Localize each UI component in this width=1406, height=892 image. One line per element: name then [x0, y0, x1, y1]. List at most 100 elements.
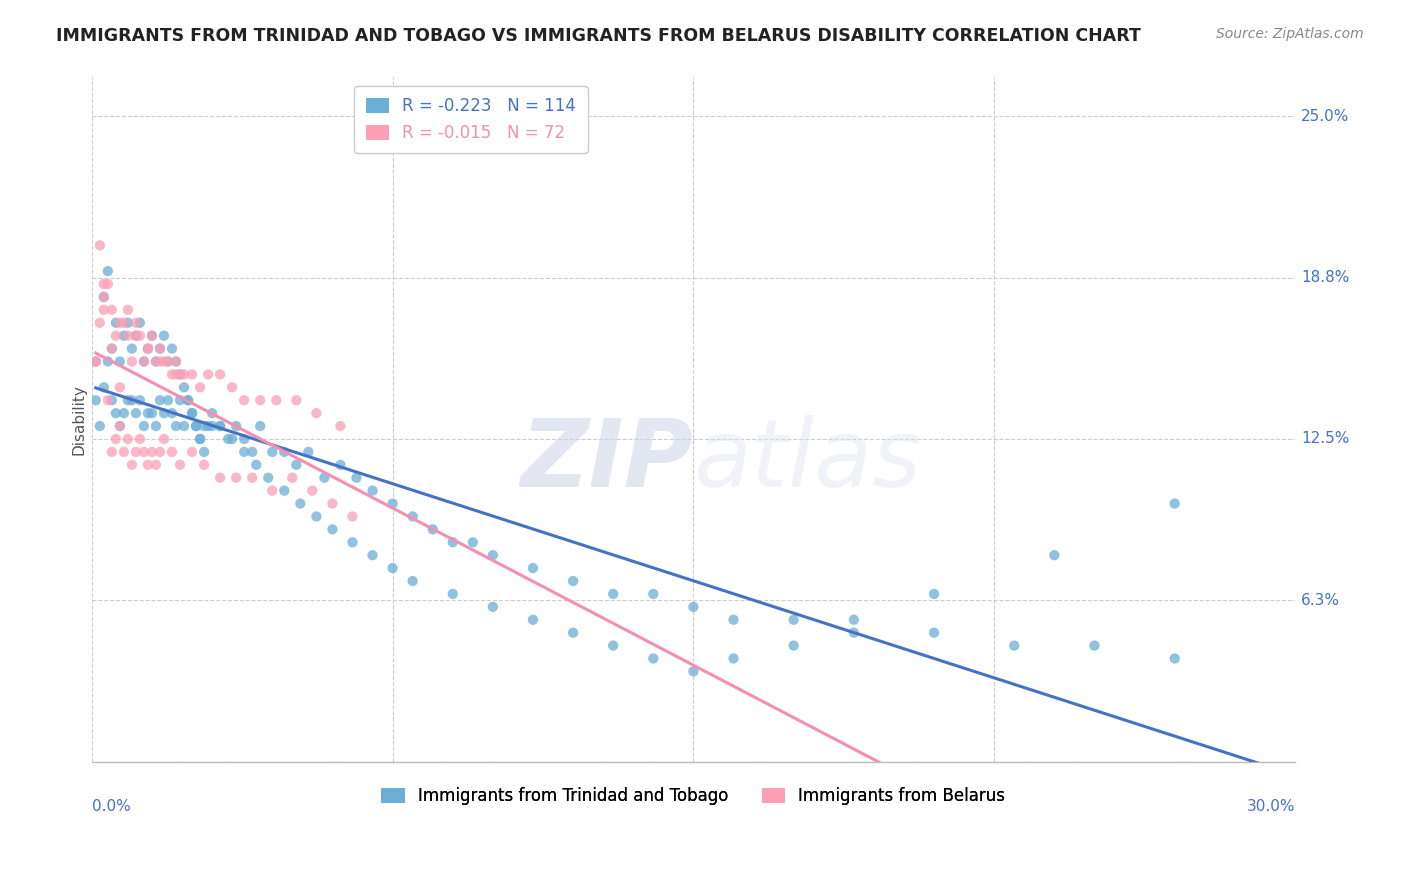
Point — [165, 368, 187, 382]
Point — [149, 342, 172, 356]
Point — [249, 393, 271, 408]
Point — [165, 419, 187, 434]
Point — [125, 328, 148, 343]
Point — [173, 368, 195, 382]
Point — [121, 354, 143, 368]
Point — [184, 419, 207, 434]
Point — [682, 665, 704, 679]
Point — [441, 587, 464, 601]
Point — [643, 587, 665, 601]
Point — [262, 445, 284, 459]
Point — [84, 354, 107, 368]
Point — [305, 406, 328, 420]
Point — [160, 342, 183, 356]
Point — [1002, 639, 1025, 653]
Text: IMMIGRANTS FROM TRINIDAD AND TOBAGO VS IMMIGRANTS FROM BELARUS DISABILITY CORREL: IMMIGRANTS FROM TRINIDAD AND TOBAGO VS I… — [56, 27, 1142, 45]
Point — [108, 316, 131, 330]
Point — [723, 613, 745, 627]
Point — [165, 354, 187, 368]
Point — [136, 458, 159, 472]
Point — [108, 419, 131, 434]
Point — [381, 561, 404, 575]
Point — [149, 445, 172, 459]
Point — [97, 354, 120, 368]
Point — [181, 406, 204, 420]
Point — [221, 432, 243, 446]
Point — [136, 406, 159, 420]
Point — [160, 445, 183, 459]
Point — [156, 354, 179, 368]
Text: Source: ZipAtlas.com: Source: ZipAtlas.com — [1216, 27, 1364, 41]
Point — [184, 419, 207, 434]
Point — [782, 613, 804, 627]
Point — [149, 354, 172, 368]
Point — [249, 419, 271, 434]
Point — [156, 393, 179, 408]
Point — [141, 445, 163, 459]
Point — [922, 625, 945, 640]
Point — [562, 574, 585, 588]
Point — [84, 354, 107, 368]
Point — [112, 328, 135, 343]
Point — [193, 419, 215, 434]
Point — [145, 419, 167, 434]
Point — [842, 613, 865, 627]
Point — [117, 393, 139, 408]
Text: 30.0%: 30.0% — [1247, 799, 1295, 814]
Point — [221, 380, 243, 394]
Point — [97, 264, 120, 278]
Point — [169, 368, 191, 382]
Point — [257, 471, 280, 485]
Point — [240, 471, 263, 485]
Text: 12.5%: 12.5% — [1301, 432, 1350, 447]
Point — [177, 393, 200, 408]
Point — [1163, 651, 1185, 665]
Point — [193, 445, 215, 459]
Point — [136, 342, 159, 356]
Point — [104, 316, 127, 330]
Point — [723, 651, 745, 665]
Point — [93, 380, 115, 394]
Text: 6.3%: 6.3% — [1301, 593, 1340, 607]
Text: atlas: atlas — [693, 415, 922, 506]
Point — [101, 342, 124, 356]
Point — [132, 445, 155, 459]
Point — [209, 419, 232, 434]
Point — [209, 471, 232, 485]
Point — [329, 458, 352, 472]
Point — [108, 354, 131, 368]
Point — [93, 290, 115, 304]
Point — [165, 354, 187, 368]
Point — [84, 393, 107, 408]
Point — [117, 302, 139, 317]
Point — [188, 432, 211, 446]
Point — [217, 432, 239, 446]
Point — [245, 458, 267, 472]
Point — [401, 574, 423, 588]
Point — [177, 393, 200, 408]
Point — [145, 354, 167, 368]
Point — [125, 316, 148, 330]
Point — [1163, 497, 1185, 511]
Point — [169, 458, 191, 472]
Point — [305, 509, 328, 524]
Point — [482, 548, 505, 562]
Point — [97, 277, 120, 291]
Point — [136, 342, 159, 356]
Point — [643, 651, 665, 665]
Point — [153, 432, 176, 446]
Point — [93, 302, 115, 317]
Point — [93, 290, 115, 304]
Point — [329, 419, 352, 434]
Point — [156, 354, 179, 368]
Y-axis label: Disability: Disability — [72, 384, 86, 455]
Point — [132, 354, 155, 368]
Point — [153, 406, 176, 420]
Point — [117, 328, 139, 343]
Point — [602, 639, 624, 653]
Point — [160, 406, 183, 420]
Point — [108, 419, 131, 434]
Point — [285, 393, 308, 408]
Point — [169, 393, 191, 408]
Point — [281, 471, 304, 485]
